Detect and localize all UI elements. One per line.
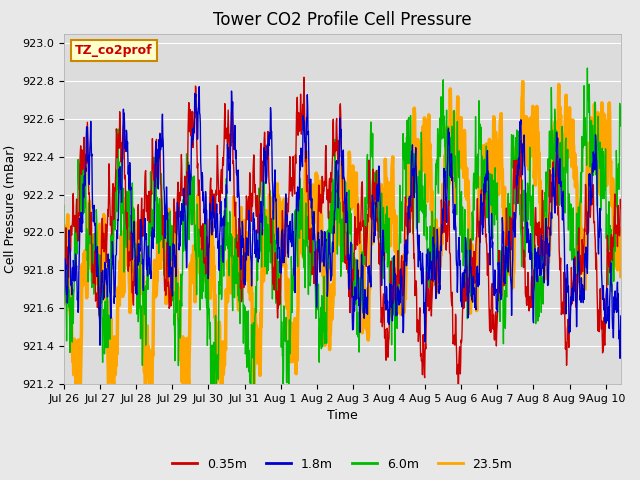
Y-axis label: Cell Pressure (mBar): Cell Pressure (mBar) xyxy=(4,144,17,273)
X-axis label: Time: Time xyxy=(327,409,358,422)
Title: Tower CO2 Profile Cell Pressure: Tower CO2 Profile Cell Pressure xyxy=(213,11,472,29)
Legend: 0.35m, 1.8m, 6.0m, 23.5m: 0.35m, 1.8m, 6.0m, 23.5m xyxy=(167,453,518,476)
Text: TZ_co2prof: TZ_co2prof xyxy=(75,44,153,57)
